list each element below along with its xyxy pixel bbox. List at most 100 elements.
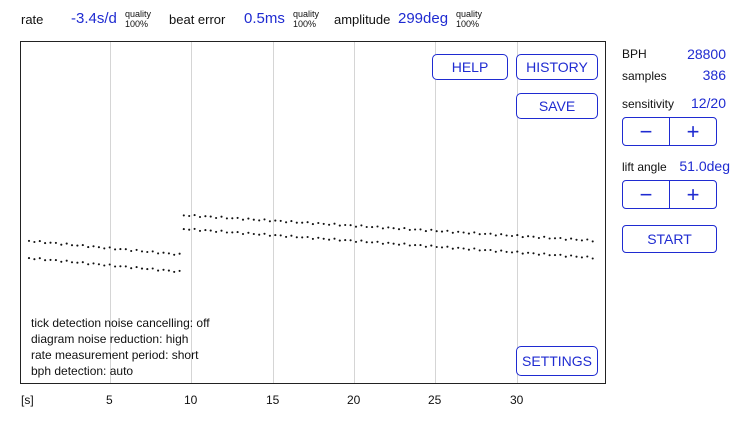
- x-tick: 25: [428, 393, 442, 407]
- settings-button[interactable]: SETTINGS: [516, 346, 598, 376]
- trace-dot: [182, 228, 185, 231]
- measurement-bar: rate -3.4s/d quality 100% beat error 0.5…: [0, 0, 750, 40]
- trace-dot: [328, 223, 331, 226]
- trace-dot: [146, 268, 149, 271]
- trace-dot: [494, 234, 497, 237]
- trace-dot: [162, 251, 165, 254]
- trace-dot: [360, 224, 363, 227]
- trace-dot: [263, 218, 266, 221]
- lift-angle-increase-button[interactable]: +: [686, 181, 700, 207]
- x-tick: 15: [266, 393, 280, 407]
- lift-angle-value: 51.0deg: [679, 158, 730, 174]
- trace-dot: [564, 255, 567, 258]
- trace-dot: [570, 254, 573, 257]
- trace-dot: [338, 239, 341, 242]
- trace-dot: [462, 231, 465, 234]
- trace-dot: [376, 225, 379, 228]
- amplitude-quality-label: quality: [456, 9, 483, 19]
- sensitivity-increase-button[interactable]: +: [686, 118, 700, 144]
- amplitude-value: 299deg: [398, 10, 449, 27]
- trace-dot: [408, 244, 411, 247]
- trace-dot: [489, 248, 492, 252]
- trace-dot: [215, 216, 218, 220]
- trace-dot: [274, 234, 277, 237]
- trace-dot: [553, 237, 557, 240]
- trace-dot: [586, 255, 589, 258]
- trace-dot: [521, 236, 524, 239]
- trace-dot: [54, 241, 57, 244]
- trace-dot: [322, 237, 325, 240]
- x-tick: 5: [106, 393, 113, 407]
- trace-dot: [33, 258, 36, 261]
- trace-dot: [537, 236, 540, 240]
- trace-dot: [87, 246, 90, 249]
- trace-dot: [193, 227, 196, 230]
- trace-dot: [467, 248, 470, 251]
- trace-dot: [114, 265, 117, 268]
- trace-dot: [236, 216, 239, 219]
- trace-dot: [505, 234, 508, 237]
- amplitude-label: amplitude: [334, 12, 391, 27]
- trace-dot: [510, 234, 514, 238]
- trace-dot: [414, 244, 417, 247]
- start-button[interactable]: START: [622, 225, 717, 253]
- history-button[interactable]: HISTORY: [516, 54, 598, 80]
- trace-dot: [505, 250, 508, 253]
- trace-dot: [424, 230, 427, 233]
- beat-error-label: beat error: [169, 12, 226, 27]
- trace-dot: [570, 237, 573, 240]
- trace-dot: [559, 253, 562, 256]
- trace-dot: [60, 260, 63, 263]
- trace-dot: [516, 250, 519, 253]
- trace-dot: [494, 250, 497, 253]
- x-tick: 30: [510, 393, 524, 407]
- noise-cancelling-status: tick detection noise cancelling: off: [31, 316, 210, 330]
- trace-dot: [87, 263, 90, 266]
- trace-dot: [92, 245, 95, 248]
- trace-dot: [338, 224, 341, 227]
- trace-dot: [430, 244, 433, 247]
- beat-error-quality-value: 100%: [293, 19, 317, 29]
- trace-dot: [354, 240, 358, 243]
- diagram-noise-status: diagram noise reduction: high: [31, 332, 189, 346]
- trace-dot: [167, 252, 170, 255]
- trace-dot: [173, 253, 176, 256]
- trace-dot: [328, 238, 331, 241]
- trace-dot: [548, 237, 551, 240]
- trace-dot: [285, 235, 288, 238]
- rate-value: -3.4s/d: [71, 10, 117, 27]
- trace-dot: [173, 270, 176, 273]
- trace-dot: [344, 239, 347, 242]
- trace-dot: [140, 267, 144, 270]
- trace-dot: [301, 236, 304, 239]
- trace-dot: [220, 229, 223, 232]
- save-button[interactable]: SAVE: [516, 93, 598, 119]
- trace-dot: [376, 240, 379, 243]
- gridline: [273, 42, 274, 383]
- trace-dot: [500, 233, 503, 236]
- trace-dot: [451, 231, 454, 234]
- trace-dot: [103, 247, 106, 250]
- trace-dot: [419, 244, 422, 247]
- trace-dot: [575, 238, 578, 241]
- trace-dot: [532, 252, 535, 255]
- trace-dot: [285, 221, 288, 224]
- help-button[interactable]: HELP: [432, 54, 508, 80]
- lift-angle-decrease-button[interactable]: −: [623, 181, 670, 208]
- trace-dot: [580, 239, 583, 242]
- trace-dot: [419, 228, 422, 231]
- sensitivity-value: 12/20: [690, 95, 726, 111]
- x-axis-unit: [s]: [21, 393, 34, 407]
- trace-dot: [182, 214, 185, 217]
- trace-dot: [510, 251, 514, 254]
- trace-dot: [274, 219, 277, 222]
- gridline: [435, 42, 436, 383]
- trace-dot: [49, 258, 52, 261]
- sensitivity-decrease-button[interactable]: −: [623, 118, 670, 145]
- trace-dot: [446, 245, 449, 248]
- samples-label: samples: [622, 69, 667, 83]
- rate-quality: quality 100%: [125, 9, 151, 29]
- trace-dot: [76, 261, 79, 264]
- trace-dot: [198, 229, 202, 232]
- samples-value: 386: [702, 67, 726, 83]
